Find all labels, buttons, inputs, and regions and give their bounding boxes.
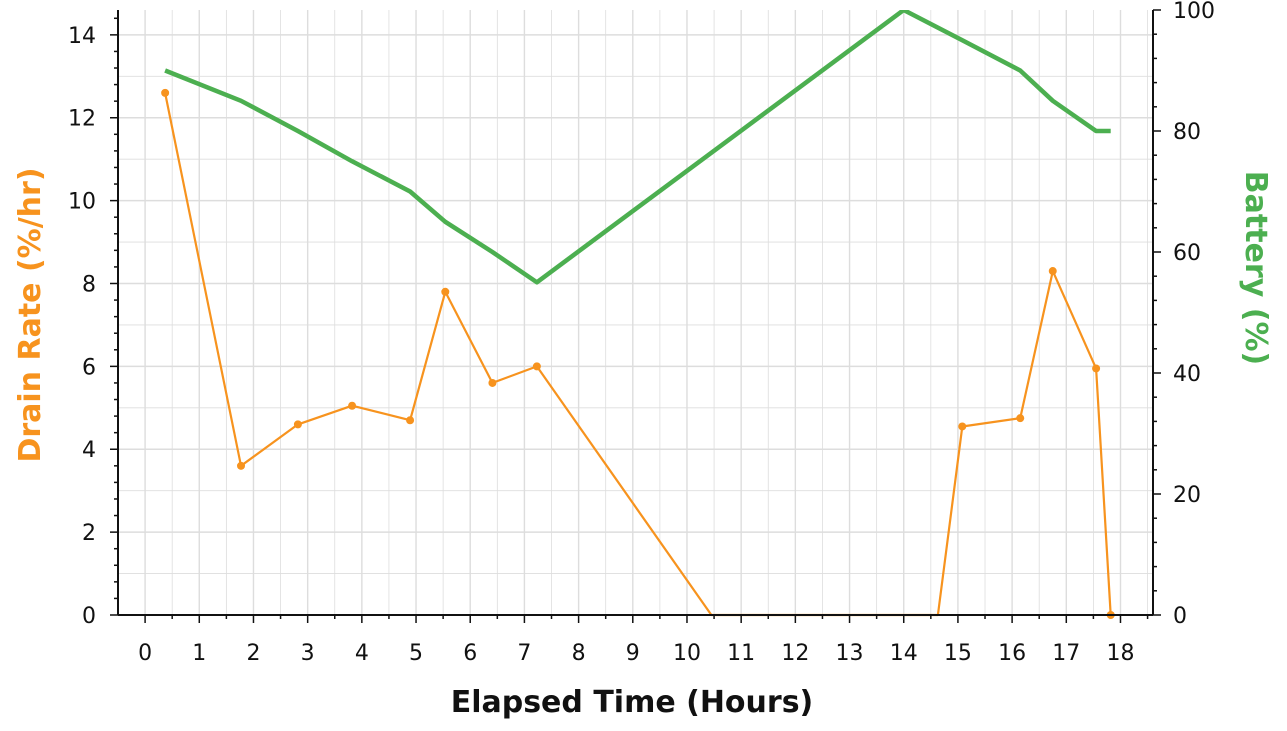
x-tick-label: 8 <box>572 641 586 666</box>
ticks: 0 1 2 3 4 5 6 7 8 9 10 11 12 13 14 15 16 17 18024681012140… <box>68 0 1215 666</box>
x-tick-label: 12 <box>781 641 809 666</box>
x-tick-label: 17 <box>1052 641 1080 666</box>
x-tick-label: 14 <box>890 641 918 666</box>
x-tick-label: 0 <box>138 641 152 666</box>
drain-rate-point <box>161 88 170 97</box>
drain-rate-point <box>406 416 415 425</box>
x-tick-label: 3 <box>301 641 315 666</box>
y-right-tick-label: 40 <box>1173 362 1201 387</box>
x-tick-label: 13 <box>836 641 864 666</box>
y-right-tick-label: 20 <box>1173 483 1201 508</box>
drain-rate-point <box>1092 364 1101 373</box>
drain-rate-point <box>293 420 302 429</box>
y-left-tick-label: 2 <box>82 521 96 546</box>
x-tick-label: 9 <box>626 641 640 666</box>
x-axis-title: Elapsed Time (Hours) <box>451 685 814 720</box>
x-tick-label: 18 <box>1106 641 1134 666</box>
x-tick-label: 16 <box>998 641 1026 666</box>
drain-rate-point <box>1016 414 1025 423</box>
x-tick-label: 1 <box>192 641 206 666</box>
battery-line <box>164 10 1111 285</box>
drain-rate-line <box>164 92 1112 617</box>
y-right-tick-label: 100 <box>1173 0 1215 24</box>
drain-rate-point <box>348 401 357 410</box>
plot-series <box>161 10 1115 619</box>
x-tick-label: 11 <box>727 641 755 666</box>
y-left-axis-title: Drain Rate (%/hr) <box>13 167 48 462</box>
y-right-tick-label: 80 <box>1173 120 1201 145</box>
y-right-tick-label: 60 <box>1173 241 1201 266</box>
y-left-tick-label: 4 <box>82 438 96 463</box>
x-tick-label: 6 <box>463 641 477 666</box>
y-left-tick-label: 6 <box>82 355 96 380</box>
x-tick-label: 4 <box>355 641 369 666</box>
x-tick-label: 10 <box>673 641 701 666</box>
x-tick-label: 5 <box>409 641 423 666</box>
drain-rate-point <box>1048 267 1057 276</box>
y-left-tick-label: 0 <box>82 604 96 629</box>
grid <box>118 10 1153 616</box>
drain-rate-point <box>237 461 246 470</box>
x-tick-label: 15 <box>944 641 972 666</box>
y-left-tick-label: 10 <box>68 190 96 215</box>
drain-rate-point <box>488 378 497 387</box>
x-tick-label: 7 <box>517 641 531 666</box>
y-left-tick-label: 14 <box>68 24 96 49</box>
drain-rate-point <box>958 422 967 431</box>
y-right-axis-title: Battery (%) <box>1238 171 1273 365</box>
y-right-tick-label: 0 <box>1173 604 1187 629</box>
drain-rate-point <box>532 362 541 371</box>
x-tick-label: 2 <box>246 641 260 666</box>
drain-rate-point <box>441 287 450 296</box>
y-left-tick-label: 12 <box>68 107 96 132</box>
axes <box>117 10 1154 616</box>
y-left-tick-label: 8 <box>82 272 96 297</box>
